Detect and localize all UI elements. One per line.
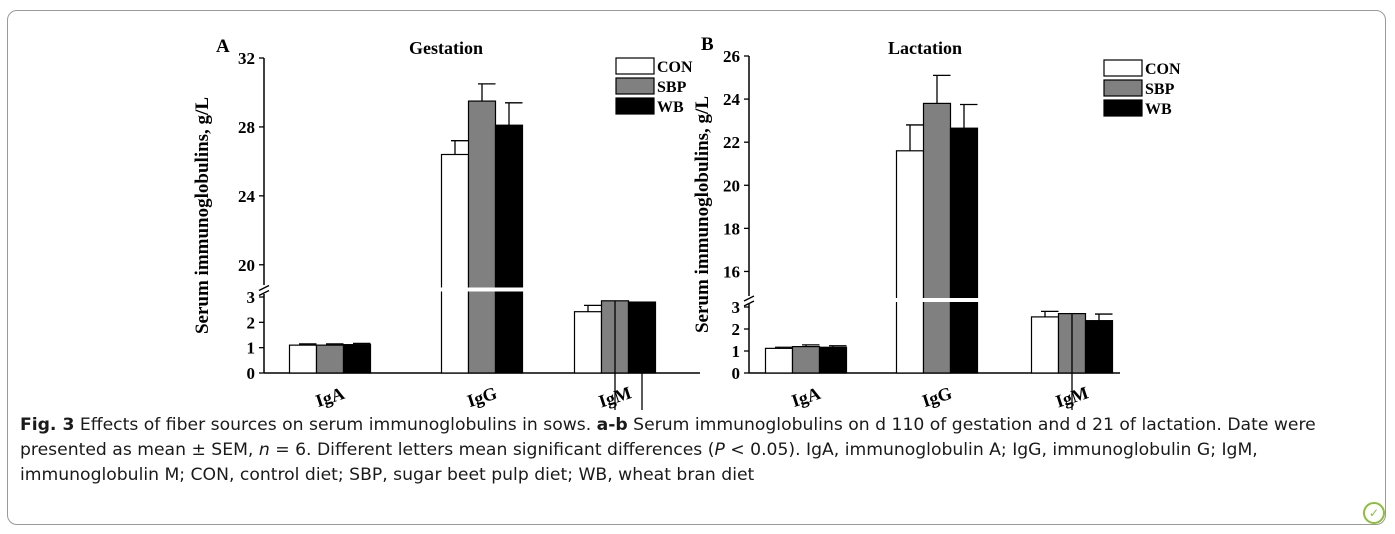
axis-break-gap xyxy=(438,287,526,292)
panel-label: A xyxy=(216,36,230,57)
error-bar-wb-igg xyxy=(960,103,978,129)
bar-wb-igg xyxy=(494,124,524,374)
open-access-badge-icon: ✓ xyxy=(1363,502,1385,524)
chart-title: Lactation xyxy=(888,38,962,58)
y-tick-label: 18 xyxy=(723,219,740,238)
error-bar-wb-igg xyxy=(505,102,523,126)
axis-break-mark xyxy=(258,284,270,297)
y-tick-label: 2 xyxy=(732,320,741,339)
legend-swatch-sbp xyxy=(615,77,655,95)
legend-label-wb: WB xyxy=(1145,101,1172,118)
legend-swatch-con xyxy=(615,57,655,75)
error-bar-sbp-igm xyxy=(1071,313,1073,410)
error-bar-sbp-igg xyxy=(933,74,951,104)
figure-caption: Fig. 3 Effects of fiber sources on serum… xyxy=(20,413,1375,488)
bar-con-igg xyxy=(895,150,925,374)
x-tick-label-igm: IgM xyxy=(596,382,634,410)
error-bar-wb-igm xyxy=(641,302,643,410)
axis-break-mark xyxy=(743,295,755,307)
legend-swatch-wb xyxy=(615,97,655,115)
y-tick-label: 0 xyxy=(247,364,256,383)
y-tick-label: 20 xyxy=(238,256,255,275)
bar-wb-iga xyxy=(818,346,848,374)
bar-wb-igg xyxy=(949,127,979,374)
y-tick-label: 2 xyxy=(247,313,256,332)
y-tick-label: 26 xyxy=(723,47,740,66)
bar-con-iga xyxy=(288,344,318,374)
x-tick-label-iga: IgA xyxy=(313,383,347,410)
error-bar-con-igg xyxy=(451,140,469,155)
legend-swatch-con xyxy=(1103,59,1143,77)
caption-fig-label: Fig. 3 xyxy=(20,415,75,435)
x-tick-label-iga: IgA xyxy=(789,383,823,410)
legend-label-con: CON xyxy=(657,59,693,76)
bar-sbp-iga xyxy=(315,344,345,374)
error-bar-sbp-igm xyxy=(614,300,616,410)
error-bar-wb-iga xyxy=(829,345,847,348)
y-tick-label: 24 xyxy=(238,187,256,206)
bar-con-iga xyxy=(764,347,794,374)
error-bar-con-iga xyxy=(775,346,793,349)
y-tick-label: 24 xyxy=(723,90,741,109)
y-tick-label: 1 xyxy=(732,342,741,361)
y-tick-label: 1 xyxy=(247,339,256,358)
y-axis-label: Serum immunoglobulins, g/L xyxy=(192,97,213,334)
axis-break-gap xyxy=(893,298,981,302)
error-bar-con-igm xyxy=(584,304,602,312)
figure-frame xyxy=(7,10,1386,525)
bar-sbp-igg xyxy=(467,100,497,374)
bar-con-igg xyxy=(440,153,470,374)
bar-con-igm xyxy=(573,311,603,374)
y-tick-label: 3 xyxy=(247,288,256,307)
bar-wb-iga xyxy=(342,344,372,374)
caption-panels-label: a-b xyxy=(596,415,628,435)
error-bar-sbp-iga xyxy=(326,343,344,346)
y-tick-label: 20 xyxy=(723,176,740,195)
panel-label: B xyxy=(701,34,714,55)
legend-label-sbp: SBP xyxy=(1145,81,1175,98)
error-bar-con-igg xyxy=(906,124,924,151)
legend-swatch-sbp xyxy=(1103,79,1143,97)
caption-title: Effects of fiber sources on serum immuno… xyxy=(74,415,597,435)
caption-text-2: = 6. Different letters mean significant … xyxy=(269,440,715,460)
caption-text-1: Serum immunoglobulins on d 110 of gestat… xyxy=(20,415,1316,460)
error-bar-sbp-igg xyxy=(478,83,496,102)
y-tick-label: 28 xyxy=(238,118,255,137)
error-bar-con-iga xyxy=(299,343,317,346)
error-bar-con-igm xyxy=(1041,310,1059,317)
x-tick-label-igg: IgG xyxy=(465,383,500,410)
legend-label-wb: WB xyxy=(657,99,684,116)
legend-label-sbp: SBP xyxy=(657,79,687,96)
bar-con-igm xyxy=(1030,316,1060,374)
y-tick-label: 32 xyxy=(238,49,255,68)
y-axis-label: Serum immunoglobulins, g/L xyxy=(692,96,713,333)
error-bar-wb-igm xyxy=(1095,313,1113,321)
x-tick-label-igm: IgM xyxy=(1053,382,1091,410)
caption-text-3: < 0.05). IgA, immunoglobulin A; IgG, imm… xyxy=(20,440,1258,485)
caption-p-symbol: P xyxy=(714,440,725,460)
legend-label-con: CON xyxy=(1145,61,1181,78)
bar-wb-igm xyxy=(1084,320,1114,374)
y-tick-label: 22 xyxy=(723,133,740,152)
y-tick-label: 0 xyxy=(732,364,741,383)
chart-title: Gestation xyxy=(409,38,483,58)
x-tick-label-igg: IgG xyxy=(920,383,955,410)
bar-sbp-igg xyxy=(922,102,952,374)
error-bar-wb-iga xyxy=(353,342,371,345)
caption-n-symbol: n xyxy=(258,440,270,460)
y-tick-label: 16 xyxy=(723,262,740,281)
bar-sbp-iga xyxy=(791,346,821,374)
legend-swatch-wb xyxy=(1103,99,1143,117)
error-bar-sbp-iga xyxy=(802,344,820,347)
y-tick-label: 3 xyxy=(732,298,741,317)
